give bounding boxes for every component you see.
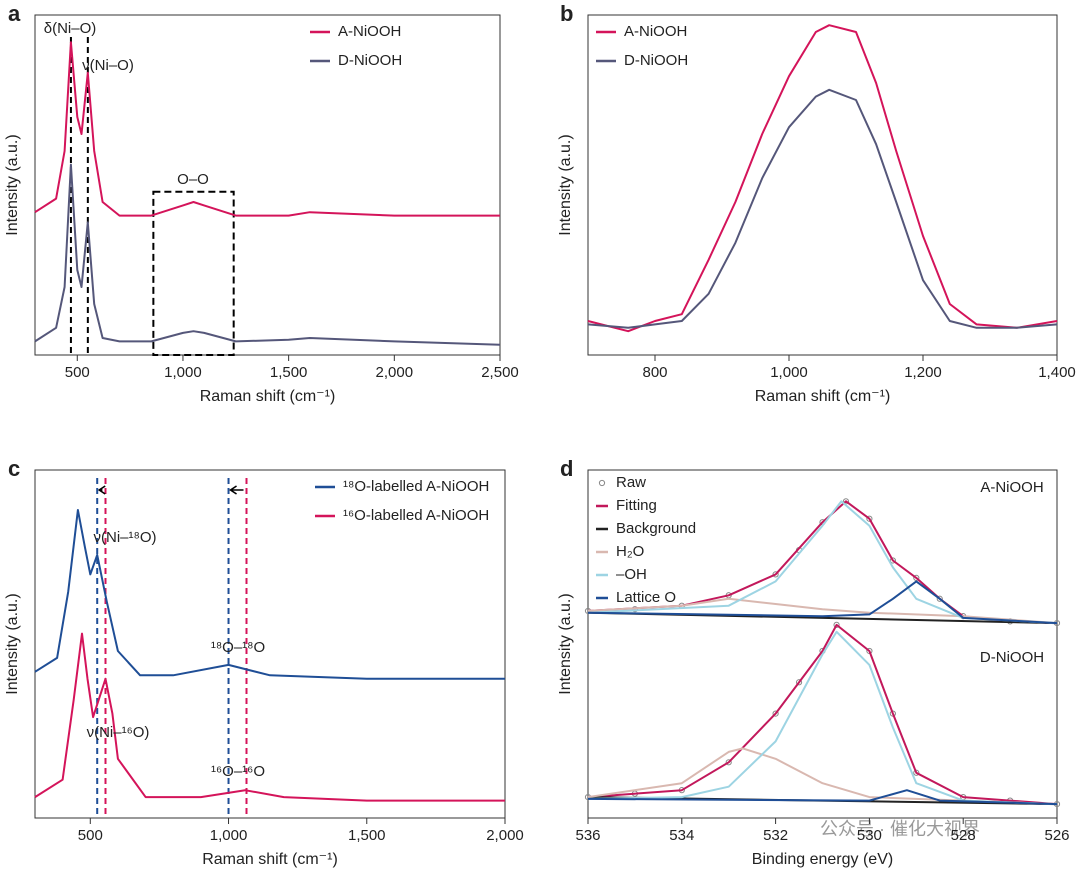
- annotation: ν(Ni–O): [82, 57, 134, 74]
- series-line: [587, 88, 1058, 329]
- annotation: ¹⁸O–¹⁸O: [211, 639, 265, 656]
- x-axis-label: Raman shift (cm⁻¹): [200, 388, 336, 405]
- legend-label: D-NiOOH: [624, 52, 688, 69]
- raw-point: [725, 759, 732, 766]
- annotation: D-NiOOH: [980, 649, 1044, 666]
- series-line: [587, 500, 1058, 806]
- legend-label: ¹⁶O-labelled A-NiOOH: [343, 507, 489, 524]
- series-line: [34, 41, 500, 217]
- legend-label: Background: [616, 520, 696, 537]
- x-tick-label: 530: [857, 827, 882, 844]
- legend-label: H₂O: [616, 543, 644, 560]
- x-tick-label: 2,000: [486, 827, 524, 844]
- x-tick-label: 526: [1044, 827, 1069, 844]
- plot-frame: [587, 14, 1058, 356]
- x-tick-label: 1,500: [348, 827, 386, 844]
- legend-label: Lattice O: [616, 589, 676, 606]
- panel-letter: c: [8, 456, 20, 481]
- raw-point: [772, 571, 779, 578]
- legend-label: A-NiOOH: [338, 23, 401, 40]
- series-line: [34, 509, 505, 680]
- legend-label: D-NiOOH: [338, 52, 402, 69]
- annotation: ¹⁶O–¹⁶O: [211, 763, 265, 780]
- series-line: [587, 24, 1058, 333]
- y-axis-label: Intensity (a.u.): [4, 134, 21, 235]
- legend-label: –OH: [616, 566, 647, 583]
- series-line: [587, 597, 1058, 806]
- watermark: 公众号 · 催化大视界: [820, 819, 980, 839]
- raw-point: [936, 595, 943, 602]
- legend-label: A-NiOOH: [624, 23, 687, 40]
- x-tick-label: 1,000: [210, 827, 248, 844]
- y-axis-label: Intensity (a.u.): [557, 134, 574, 235]
- x-tick-label: 1,000: [164, 364, 202, 381]
- annotation: A-NiOOH: [980, 479, 1043, 496]
- raw-point: [833, 621, 840, 628]
- x-axis-label: Binding energy (eV): [752, 851, 893, 868]
- x-tick-label: 536: [575, 827, 600, 844]
- x-tick-label: 1,400: [1038, 364, 1076, 381]
- plot-frame: [34, 14, 501, 356]
- raw-point: [772, 710, 779, 717]
- x-tick-label: 1,200: [904, 364, 942, 381]
- raw-point: [889, 557, 896, 564]
- series-line: [34, 632, 505, 802]
- legend-label: Raw: [616, 474, 646, 491]
- legend-label: Fitting: [616, 497, 657, 514]
- y-axis-label: Intensity (a.u.): [557, 593, 574, 694]
- panel-letter: b: [560, 1, 573, 26]
- x-tick-label: 1,000: [770, 364, 808, 381]
- x-tick-label: 2,000: [376, 364, 414, 381]
- x-tick-label: 532: [763, 827, 788, 844]
- raw-point: [866, 515, 873, 522]
- plot-frame: [34, 469, 506, 819]
- x-tick-label: 1,500: [270, 364, 308, 381]
- x-tick-label: 534: [669, 827, 694, 844]
- shift-arrow: [229, 485, 244, 495]
- series-line: [587, 611, 1058, 806]
- x-axis-label: Raman shift (cm⁻¹): [202, 851, 338, 868]
- x-tick-label: 800: [642, 364, 667, 381]
- x-axis-label: Raman shift (cm⁻¹): [755, 388, 891, 405]
- y-axis-label: Intensity (a.u.): [4, 593, 21, 694]
- annotation: ν(Ni–¹⁸O): [94, 529, 157, 546]
- plot-frame: [587, 469, 1058, 819]
- x-tick-label: 528: [951, 827, 976, 844]
- legend-marker: [598, 479, 606, 487]
- series-line: [587, 580, 1058, 806]
- x-tick-label: 500: [65, 364, 90, 381]
- x-tick-label: 500: [78, 827, 103, 844]
- annotation: O–O: [177, 171, 209, 188]
- annotation: ν(Ni–¹⁶O): [87, 724, 150, 741]
- shift-arrow: [97, 485, 106, 495]
- legend-label: ¹⁸O-labelled A-NiOOH: [343, 478, 489, 495]
- series-line: [34, 163, 501, 346]
- raw-point: [842, 498, 850, 505]
- raw-point: [795, 679, 803, 686]
- panel-letter: a: [8, 1, 21, 26]
- x-tick-label: 2,500: [481, 364, 519, 381]
- annotation: δ(Ni–O): [44, 20, 97, 37]
- panel-letter: d: [560, 456, 573, 481]
